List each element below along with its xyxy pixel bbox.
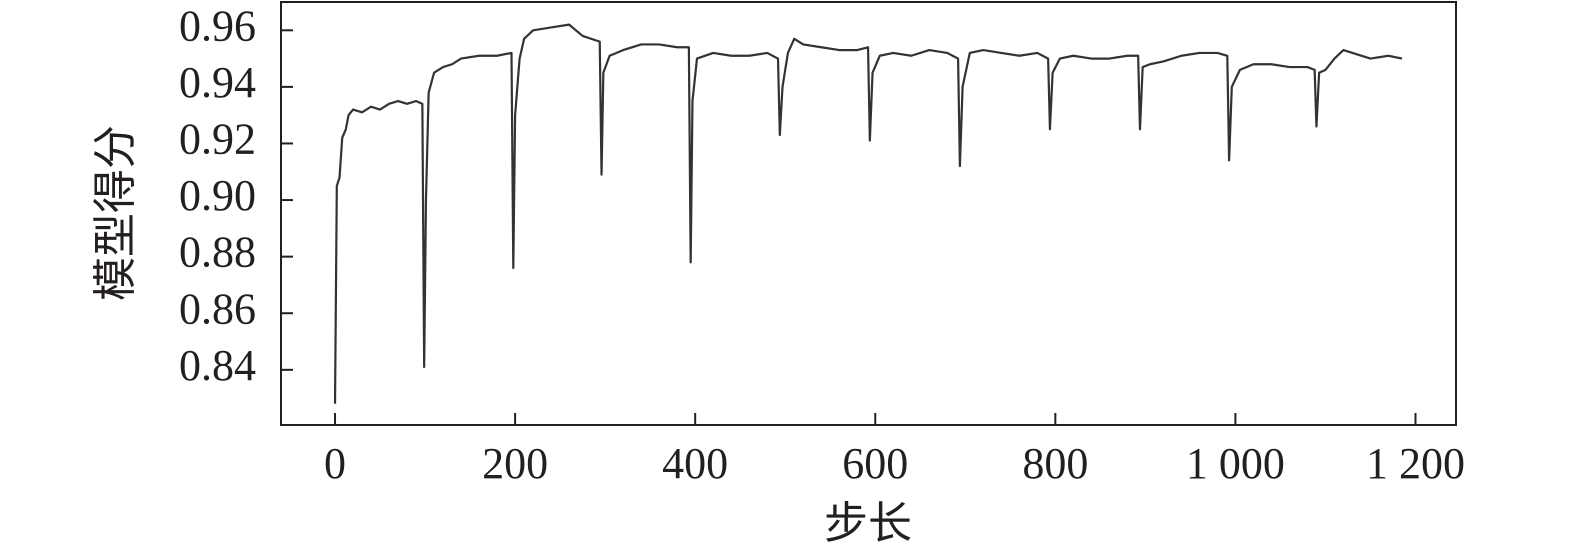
y-tick-label: 0.92 (179, 115, 256, 164)
x-axis-title: 步长 (824, 499, 912, 548)
x-tick-label: 400 (662, 439, 728, 488)
y-axis-title: 模型得分 (91, 125, 140, 301)
x-tick-label: 0 (324, 439, 346, 488)
y-tick-label: 0.94 (179, 58, 256, 107)
x-tick-label: 800 (1022, 439, 1088, 488)
y-tick-label: 0.90 (179, 171, 256, 220)
y-tick-label: 0.96 (179, 1, 256, 50)
x-tick-label: 1 000 (1186, 439, 1285, 488)
x-tick-label: 600 (842, 439, 908, 488)
x-tick-label: 1 200 (1366, 439, 1465, 488)
y-tick-label: 0.88 (179, 228, 256, 277)
data-line (333, 23, 1403, 404)
y-tick-label: 0.86 (179, 284, 256, 333)
x-tick-label: 200 (482, 439, 548, 488)
y-tick-label: 0.84 (179, 341, 256, 390)
plot-frame (280, 1, 1457, 426)
